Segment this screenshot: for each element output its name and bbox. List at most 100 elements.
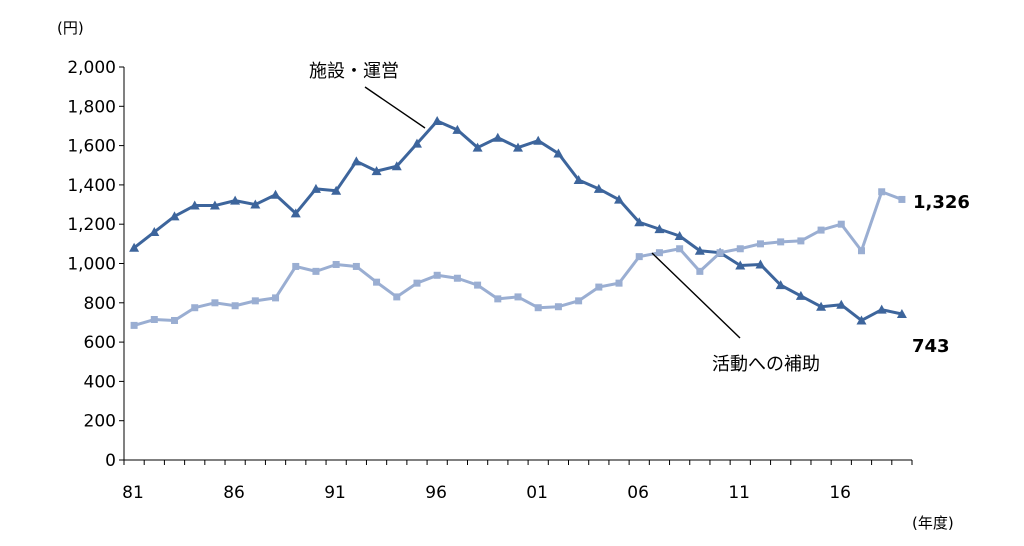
data-point-triangle [492, 132, 503, 142]
data-point-square [514, 293, 522, 301]
data-point-square [857, 247, 865, 255]
data-point-square [797, 237, 805, 245]
annotations: (円) (年度) 施設・運営 活動への補助 743 1,326 [57, 19, 970, 532]
x-tick-label: 96 [425, 483, 447, 503]
y-tick-label: 400 [84, 372, 116, 392]
y-tick-label: 800 [84, 294, 116, 314]
y-tick-label: 1,000 [67, 255, 116, 275]
x-tick-label: 86 [223, 483, 245, 503]
data-point-triangle [169, 211, 180, 221]
data-point-square [494, 295, 502, 303]
data-point-square [413, 279, 421, 287]
data-point-square [352, 262, 360, 270]
data-point-triangle [129, 242, 140, 252]
y-tick-label: 0 [105, 451, 116, 471]
data-point-square [595, 283, 603, 291]
data-point-triangle [513, 142, 523, 152]
y-tick-label: 2,000 [67, 58, 116, 78]
data-point-square [756, 240, 764, 248]
data-point-square [373, 278, 381, 286]
data-point-square [696, 267, 704, 275]
data-point-triangle [290, 208, 301, 218]
data-point-square [150, 316, 158, 324]
x-axis-unit-label: (年度) [912, 514, 954, 532]
data-point-square [393, 293, 401, 301]
y-tick-label: 1,200 [67, 215, 116, 235]
data-point-square [130, 321, 138, 329]
data-point-square [231, 302, 239, 310]
data-point-square [534, 304, 542, 312]
data-point-square [474, 281, 482, 289]
data-point-triangle [593, 183, 604, 193]
data-point-triangle [432, 116, 443, 126]
data-point-triangle [533, 135, 544, 145]
data-point-triangle [614, 194, 625, 204]
x-tick-label: 81 [122, 483, 144, 503]
data-point-triangle [351, 156, 362, 166]
data-point-triangle [795, 290, 806, 300]
data-point-square [211, 299, 219, 307]
end-label-facilities: 743 [912, 336, 950, 357]
y-tick-label: 1,800 [67, 97, 116, 117]
end-label-activities: 1,326 [913, 192, 970, 213]
series-label-facilities: 施設・運営 [309, 61, 399, 82]
data-point-square [191, 304, 199, 312]
data-point-square [676, 245, 684, 253]
data-point-triangle [553, 148, 564, 158]
data-point-square [878, 188, 886, 196]
data-point-triangle [209, 200, 220, 210]
data-point-triangle [149, 227, 160, 237]
data-point-triangle [250, 199, 261, 209]
data-point-triangle [331, 185, 342, 195]
data-point-square [171, 316, 179, 324]
data-point-triangle [230, 195, 241, 205]
data-point-triangle [654, 224, 665, 234]
series-label-activities: 活動への補助 [712, 354, 820, 375]
y-tick-label: 200 [84, 412, 116, 432]
data-point-square [736, 245, 744, 253]
data-point-triangle [391, 161, 402, 171]
x-axis-ticks: 81 86 91 96 01 06 11 16 [122, 460, 913, 503]
data-point-square [837, 220, 845, 228]
x-tick-label: 11 [728, 483, 750, 503]
data-point-triangle [472, 142, 483, 152]
data-point-triangle [896, 309, 907, 319]
data-point-triangle [634, 217, 645, 227]
data-point-square [554, 303, 562, 311]
data-point-triangle [573, 174, 584, 184]
data-point-triangle [310, 183, 321, 193]
data-point-triangle [775, 280, 786, 290]
data-point-square [312, 267, 320, 275]
x-tick-label: 91 [324, 483, 346, 503]
leader-line-facilities [364, 86, 426, 129]
data-point-square [615, 279, 623, 287]
series-line [133, 190, 903, 327]
data-point-square [716, 249, 724, 257]
y-axis-ticks: 0 200 400 600 800 1,000 1,200 1,400 1,600 1,800 2,… [67, 58, 124, 471]
axes [123, 67, 912, 461]
data-point-triangle [694, 245, 705, 255]
data-point-square [453, 274, 461, 282]
data-point-square [898, 195, 906, 203]
data-point-triangle [270, 189, 281, 199]
data-point-square [332, 260, 340, 268]
x-tick-label: 01 [526, 483, 548, 503]
series-0 [129, 116, 907, 325]
data-point-triangle [856, 315, 867, 325]
series-layer [129, 116, 907, 329]
data-point-triangle [452, 124, 463, 134]
data-point-square [292, 262, 300, 270]
data-point-triangle [836, 299, 847, 309]
y-tick-label: 1,400 [67, 176, 116, 196]
y-tick-label: 600 [84, 333, 116, 353]
data-point-square [433, 271, 441, 279]
data-point-square [817, 226, 825, 234]
data-point-triangle [411, 138, 422, 148]
data-point-triangle [189, 200, 200, 210]
data-point-square [655, 249, 663, 257]
data-point-square [635, 253, 643, 261]
data-point-square [251, 297, 259, 305]
data-point-square [272, 294, 280, 302]
data-point-triangle [674, 230, 685, 240]
y-tick-label: 1,600 [67, 137, 116, 157]
